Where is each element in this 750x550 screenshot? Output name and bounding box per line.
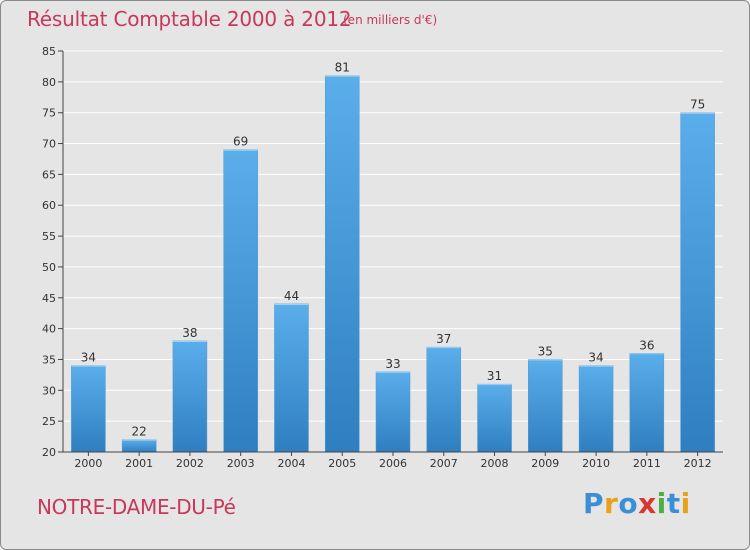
y-tick-label: 70 [42,138,56,151]
bar [71,365,106,453]
data-label: 35 [538,344,553,358]
data-label: 38 [182,326,197,340]
x-tick-label: 2004 [277,457,305,470]
y-tick-label: 55 [42,230,56,243]
bar [223,149,258,453]
bar [426,346,462,453]
x-tick-label: 2009 [531,457,559,470]
x-tick-label: 2006 [379,457,407,470]
x-tick-label: 2000 [74,457,102,470]
proxiti-logo[interactable]: Proxiti [583,487,691,520]
bar [375,371,411,453]
bar [528,359,563,453]
x-tick-label: 2008 [481,457,509,470]
data-label: 34 [81,351,96,365]
y-tick-label: 35 [42,353,56,366]
data-label: 33 [385,357,400,371]
logo-letter: i [680,487,691,520]
place-name: NOTRE-DAME-DU-Pé [37,495,236,519]
chart-subtitle: (en milliers d'€) [343,13,438,27]
logo-letter: t [666,487,681,520]
x-tick-label: 2001 [125,457,153,470]
bar [121,439,157,453]
y-tick-label: 30 [42,384,56,397]
chart-title: Résultat Comptable 2000 à 2012 [27,7,352,31]
bar [477,383,512,453]
x-tick-label: 2002 [176,457,204,470]
data-label: 22 [132,425,147,439]
y-tick-label: 40 [42,323,56,336]
y-tick-label: 20 [42,446,56,459]
logo-letter: P [583,487,605,520]
data-label: 36 [639,338,654,352]
logo-letter: r [604,487,619,520]
bar [172,340,208,453]
label-layer: 34 22 38 69 44 81 33 37 31 35 34 36 75 [81,61,706,439]
bar [274,303,309,453]
data-label: 34 [588,351,603,365]
bar [578,365,614,453]
x-tick-label: 2012 [684,457,712,470]
y-tick-label: 85 [42,45,56,58]
y-tick-label: 65 [42,168,56,181]
logo-letter: o [618,487,639,520]
logo-letter: x [638,487,657,520]
y-tick-label: 25 [42,415,56,428]
y-tick-label: 80 [42,76,56,89]
x-tick-label: 2010 [582,457,610,470]
x-tick-label: 2007 [430,457,458,470]
y-tick-label: 45 [42,292,56,305]
x-tick-label: 2011 [633,457,661,470]
axis-layer: 20 25 30 35 40 45 50 55 60 65 70 75 80 85 2000 2001 2002… [42,45,723,470]
y-tick-label: 50 [42,261,56,274]
bar [324,75,360,453]
bar-layer [71,75,715,453]
x-tick-label: 2003 [227,457,255,470]
bar [629,353,665,453]
bar [680,112,715,453]
data-label: 37 [436,332,451,346]
x-tick-label: 2005 [328,457,356,470]
logo-letter: i [656,487,667,520]
data-label: 81 [335,61,350,75]
data-label: 31 [487,369,502,383]
data-label: 75 [690,98,705,112]
y-tick-label: 60 [42,199,56,212]
data-label: 44 [284,289,299,303]
y-tick-label: 75 [42,107,56,120]
data-label: 69 [233,135,248,149]
